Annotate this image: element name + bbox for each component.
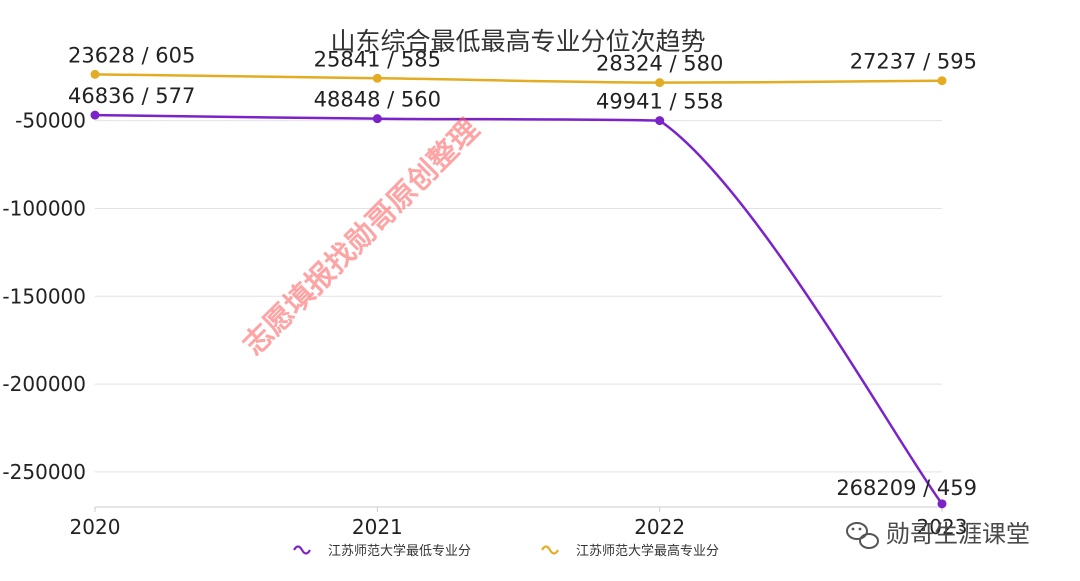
legend-label: 江苏师范大学最低专业分 [328,543,471,559]
y-tick-label: -100000 [2,196,86,220]
data-label: 25841 / 585 [314,47,441,71]
x-tick-label: 2021 [352,515,403,539]
data-label: 49941 / 558 [596,90,723,114]
legend-swatch [293,545,311,555]
chart-title: 山东综合最低最高专业分位次趋势 [330,27,705,56]
data-label: 268209 / 459 [836,476,977,500]
x-tick-label: 2023 [917,515,968,539]
data-point[interactable] [655,78,665,88]
data-label: 23628 / 605 [68,43,195,67]
data-point[interactable] [90,110,100,120]
legend-swatch [541,545,559,555]
y-tick-label: -50000 [15,109,86,133]
series-line [94,113,944,505]
y-axis: -50000 -100000 -150000 -200000 -250000 [2,109,86,484]
legend-item[interactable]: 江苏师范大学最低专业分 [293,543,471,559]
logo-text: 勋哥生涯课堂 [886,520,1030,548]
watermark: 志愿填报找勋哥原创整理 [236,112,486,362]
data-label: 46836 / 577 [68,84,195,108]
x-tick-label: 2020 [70,515,121,539]
data-label: 27237 / 595 [850,50,977,74]
y-tick-label: -200000 [2,372,86,396]
series-line [94,73,943,84]
y-tick-label: -150000 [2,284,86,308]
logo: 勋哥生涯课堂 [846,520,1030,549]
x-axis: 2020 2021 2022 2023 [70,507,968,539]
grid [95,120,942,508]
data-label: 48848 / 560 [314,88,441,112]
series-layer: 46836 / 577 48848 / 560 49941 / 558 268209 … [68,43,977,509]
legend-label: 江苏师范大学最高专业分 [576,543,719,559]
x-tick-label: 2022 [634,515,685,539]
data-point[interactable] [655,116,665,126]
data-point[interactable] [90,69,100,79]
data-point[interactable] [372,73,382,83]
data-point[interactable] [937,499,947,509]
data-point[interactable] [937,76,947,86]
data-label: 28324 / 580 [596,52,723,76]
watermark-text: 志愿填报找勋哥原创整理 [236,112,486,362]
data-point[interactable] [372,114,382,124]
legend-item[interactable]: 江苏师范大学最高专业分 [541,543,719,559]
legend[interactable]: 江苏师范大学最低专业分 江苏师范大学最高专业分 [293,543,719,559]
wechat-icon [846,522,879,549]
y-tick-label: -250000 [2,460,86,484]
